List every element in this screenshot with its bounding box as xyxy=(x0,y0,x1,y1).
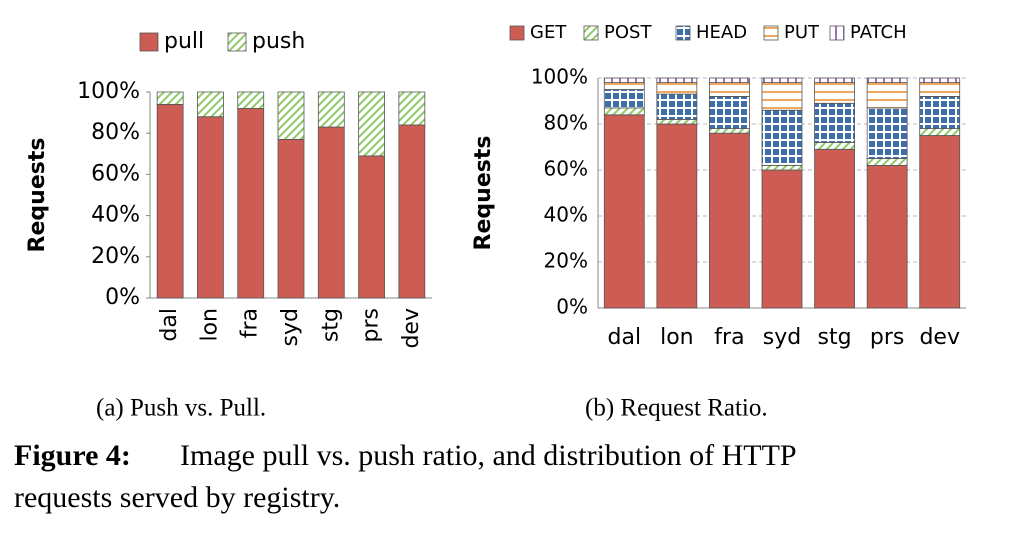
bar-segment xyxy=(656,82,698,95)
legend-label: GET xyxy=(530,22,567,43)
bar-segment xyxy=(277,138,305,299)
bar-segment xyxy=(814,141,855,150)
bar-segment xyxy=(603,77,645,83)
x-tick-label: lon xyxy=(197,308,222,342)
x-tick-label: prs xyxy=(870,325,904,350)
bar-segment xyxy=(866,77,908,83)
bar-segment xyxy=(358,155,385,299)
bar-segment xyxy=(603,107,645,116)
bar-segment xyxy=(761,77,803,83)
bar-segment xyxy=(709,82,750,97)
y-tick-label: 20% xyxy=(91,244,140,269)
figure-label: Figure 4: xyxy=(14,439,131,472)
bar-segment xyxy=(919,82,961,97)
figure-caption: requests served by registry. xyxy=(14,481,340,514)
legend-label: HEAD xyxy=(696,22,747,43)
bar-segment xyxy=(603,82,645,90)
bar-segment xyxy=(866,107,908,159)
x-tick-label: stg xyxy=(318,308,343,342)
legend-swatch xyxy=(139,32,159,52)
legend-swatch xyxy=(763,25,779,41)
bar-segment xyxy=(761,169,803,309)
bar-segment xyxy=(197,116,224,299)
x-tick-label: dev xyxy=(399,308,424,349)
bar-segment xyxy=(919,96,961,130)
legend-swatch xyxy=(829,25,845,41)
x-tick-label: syd xyxy=(763,325,801,350)
legend-label: push xyxy=(252,29,305,54)
x-tick-label: dev xyxy=(919,325,960,350)
bar-segment xyxy=(814,102,855,143)
y-tick-label: 0% xyxy=(105,285,140,310)
bar-segment xyxy=(156,103,184,299)
bar-segment xyxy=(709,128,750,134)
y-tick-label: 60% xyxy=(91,161,140,186)
y-tick-label: 80% xyxy=(544,111,588,135)
x-tick-label: dal xyxy=(157,308,182,342)
bar-segment xyxy=(277,91,305,140)
x-tick-label: fra xyxy=(238,308,263,338)
bar-segment xyxy=(761,164,803,171)
x-tick-label: prs xyxy=(359,308,384,342)
x-tick-label: dal xyxy=(608,325,642,350)
bar-segment xyxy=(317,91,345,128)
bar-segment xyxy=(919,128,961,136)
bar-segment xyxy=(603,89,645,109)
legend-label: PATCH xyxy=(850,22,907,43)
bar-segment xyxy=(709,132,750,309)
bar-segment xyxy=(656,119,698,125)
y-tick-label: 0% xyxy=(556,295,588,319)
bar-segment xyxy=(656,77,698,83)
x-tick-label: stg xyxy=(818,325,852,350)
bar-segment xyxy=(156,91,184,105)
bar-segment xyxy=(709,96,750,130)
x-tick-label: fra xyxy=(714,325,744,350)
legend-swatch xyxy=(675,25,691,41)
legend-label: PUT xyxy=(784,22,820,43)
bar-segment xyxy=(919,135,961,309)
bar-segment xyxy=(866,158,908,166)
legend-label: POST xyxy=(604,22,652,43)
legend-swatch xyxy=(227,32,247,52)
bar-segment xyxy=(656,123,698,309)
y-axis-title: Requests xyxy=(25,138,50,253)
caption: (b) Request Ratio. xyxy=(585,395,768,422)
bar-segment xyxy=(358,91,385,157)
legend-swatch xyxy=(509,25,525,41)
bar-segment xyxy=(398,124,426,299)
caption: (a) Push vs. Pull. xyxy=(96,395,266,422)
y-tick-label: 20% xyxy=(544,249,588,273)
bar-segment xyxy=(317,126,345,299)
y-tick-label: 100% xyxy=(77,79,140,104)
bar-segment xyxy=(761,109,803,166)
bar-segment xyxy=(814,148,855,309)
bar-segment xyxy=(398,91,426,126)
bar-segment xyxy=(709,77,750,83)
x-tick-label: syd xyxy=(278,308,303,346)
legend-label: pull xyxy=(164,29,204,54)
bar-segment xyxy=(761,82,803,111)
y-tick-label: 40% xyxy=(544,203,588,227)
bar-segment xyxy=(866,164,908,309)
bar-segment xyxy=(656,93,698,120)
y-tick-label: 80% xyxy=(91,120,140,145)
bar-segment xyxy=(237,91,265,109)
bar-segment xyxy=(237,108,265,299)
bar-segment xyxy=(603,114,645,309)
bar-segment xyxy=(866,82,908,109)
y-tick-label: 100% xyxy=(531,65,588,89)
bar-segment xyxy=(814,77,855,83)
bar-segment xyxy=(814,82,855,104)
x-tick-label: lon xyxy=(660,325,694,350)
bar-segment xyxy=(919,77,961,83)
bar-segment xyxy=(197,91,224,118)
y-axis-title: Requests xyxy=(471,136,496,251)
y-tick-label: 40% xyxy=(91,203,140,228)
legend-swatch xyxy=(583,25,599,41)
y-tick-label: 60% xyxy=(544,157,588,181)
figure-caption: Image pull vs. push ratio, and distribut… xyxy=(180,439,797,472)
